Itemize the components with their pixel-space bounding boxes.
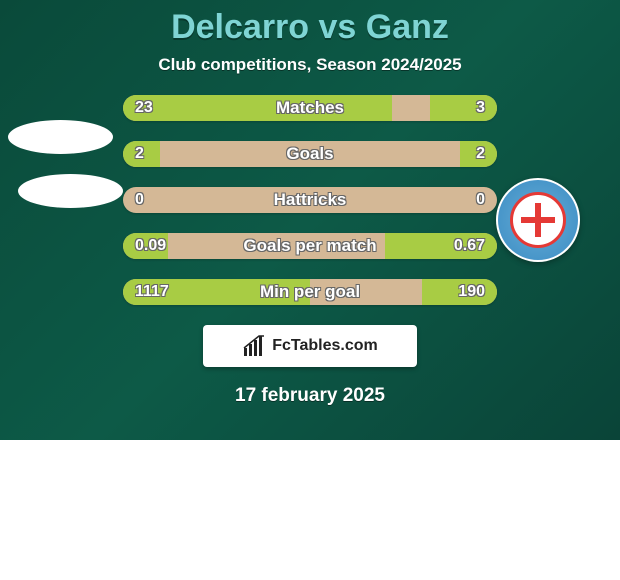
stat-left-value: 0.09 bbox=[135, 237, 166, 255]
stat-left-value: 1117 bbox=[135, 283, 169, 301]
club-crest bbox=[496, 178, 580, 262]
stat-row: 0.09 Goals per match 0.67 bbox=[123, 233, 497, 259]
stat-row: 23 Matches 3 bbox=[123, 95, 497, 121]
stat-left-value: 23 bbox=[135, 99, 153, 117]
subtitle: Club competitions, Season 2024/2025 bbox=[0, 55, 620, 75]
page-title: Delcarro vs Ganz bbox=[0, 0, 620, 47]
stat-row: 0 Hattricks 0 bbox=[123, 187, 497, 213]
stat-right-bar bbox=[430, 95, 497, 121]
stat-right-value: 0.67 bbox=[454, 237, 485, 255]
stat-label: Goals per match bbox=[243, 236, 376, 256]
stat-label: Matches bbox=[276, 98, 344, 118]
date-text: 17 february 2025 bbox=[0, 385, 620, 407]
bar-chart-icon bbox=[242, 334, 266, 358]
brand-text: FcTables.com bbox=[272, 337, 378, 355]
stat-right-value: 190 bbox=[458, 283, 485, 301]
stat-label: Goals bbox=[286, 144, 333, 164]
crest-ring bbox=[498, 180, 578, 260]
stat-left-value: 2 bbox=[135, 145, 144, 163]
stat-left-bar bbox=[123, 95, 392, 121]
stats-list: 23 Matches 3 2 Goals 2 0 Hattricks 0 0.0… bbox=[123, 95, 497, 305]
crest-cross-horizontal bbox=[521, 217, 555, 223]
player-left-badge-placeholder-1 bbox=[8, 120, 113, 154]
stat-row: 2 Goals 2 bbox=[123, 141, 497, 167]
stat-label: Hattricks bbox=[274, 190, 347, 210]
stat-right-value: 0 bbox=[476, 191, 485, 209]
stat-left-value: 0 bbox=[135, 191, 144, 209]
stat-label: Min per goal bbox=[260, 282, 360, 302]
comparison-card: Delcarro vs Ganz Club competitions, Seas… bbox=[0, 0, 620, 440]
stat-right-value: 3 bbox=[476, 99, 485, 117]
stat-right-value: 2 bbox=[476, 145, 485, 163]
brand-badge[interactable]: FcTables.com bbox=[203, 325, 417, 367]
stat-row: 1117 Min per goal 190 bbox=[123, 279, 497, 305]
player-left-badge-placeholder-2 bbox=[18, 174, 123, 208]
